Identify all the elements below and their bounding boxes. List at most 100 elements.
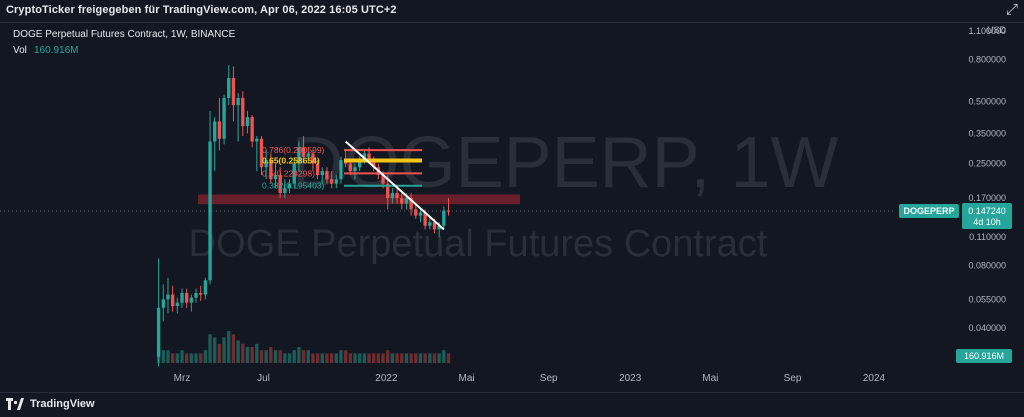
candle[interactable] (320, 167, 324, 184)
volume-bar (222, 337, 226, 363)
candle[interactable] (390, 188, 395, 204)
candle[interactable] (315, 160, 320, 180)
candle-body (320, 171, 324, 176)
top-bar: CryptoTicker freigegeben für TradingView… (0, 0, 1024, 23)
candle[interactable] (325, 167, 329, 184)
expand-icon[interactable]: ⤢ (1005, 1, 1018, 18)
candle[interactable] (287, 179, 292, 194)
volume-bar (161, 350, 165, 363)
volume-bar (241, 343, 245, 363)
candle[interactable] (255, 136, 259, 172)
candle[interactable] (213, 117, 217, 172)
candle-body (194, 293, 198, 298)
price-axis-tick: 0.800000 (968, 54, 1006, 64)
candle[interactable] (250, 114, 254, 148)
candle[interactable] (161, 284, 165, 322)
candle-body (180, 293, 184, 303)
candle-body (339, 160, 343, 180)
chart-canvas[interactable]: DOGEPERP, 1W DOGE Perpetual Futures Contr… (0, 23, 1024, 392)
candle[interactable] (269, 153, 273, 184)
candle[interactable] (414, 203, 418, 219)
candle-body (166, 294, 170, 300)
candle-body (315, 163, 320, 176)
volume-bar (255, 343, 259, 363)
candle[interactable] (446, 198, 451, 216)
volume-bar (437, 353, 441, 363)
candle[interactable] (222, 94, 226, 145)
candle[interactable] (264, 150, 268, 180)
candle[interactable] (409, 193, 413, 216)
candle[interactable] (400, 193, 404, 210)
candle[interactable] (353, 163, 357, 180)
volume-bar (278, 350, 282, 363)
candle[interactable] (236, 92, 240, 142)
candle-body (227, 77, 231, 98)
time-axis-tick: Sep (784, 373, 802, 384)
candle[interactable] (208, 110, 212, 285)
candle-body (353, 167, 357, 172)
volume-bar (250, 347, 254, 363)
candle-body (189, 297, 194, 303)
volume-bar (376, 353, 381, 363)
resistance-zone[interactable] (198, 194, 520, 205)
candle[interactable] (442, 206, 446, 230)
candle-body (306, 153, 310, 157)
price-axis-tick: 0.170000 (968, 193, 1006, 203)
tradingview-logo[interactable]: TradingView (6, 398, 95, 410)
candle[interactable] (311, 150, 315, 172)
candle[interactable] (339, 156, 343, 184)
candle[interactable] (217, 97, 222, 151)
candle[interactable] (203, 277, 208, 300)
volume-bar (329, 353, 334, 363)
candle[interactable] (259, 136, 264, 176)
candle-body (409, 198, 413, 210)
candle[interactable] (334, 175, 338, 189)
candle[interactable] (231, 66, 236, 122)
candle-body (329, 179, 334, 184)
volume-badge[interactable]: 160.916M (956, 349, 1012, 363)
candle-body (250, 117, 254, 142)
volume-bar (428, 353, 432, 363)
candle[interactable] (297, 141, 301, 172)
time-axis-tick: 2023 (619, 373, 642, 384)
candle[interactable] (278, 167, 282, 199)
legend-vol-value: 160.916M (34, 45, 78, 56)
candle-body (222, 97, 226, 139)
candle[interactable] (301, 136, 306, 164)
volume-bar (357, 353, 362, 363)
time-axis[interactable]: Mrz Jul 2022 Mai Sep 2023 Mai Sep 2024 (174, 373, 886, 384)
candle[interactable] (199, 285, 203, 301)
volume-bar (446, 353, 451, 363)
candle[interactable] (175, 297, 180, 314)
candle[interactable] (418, 209, 423, 223)
symbol-badge[interactable]: DOGEPERP (899, 204, 959, 219)
candle-body (213, 121, 217, 142)
candle[interactable] (306, 147, 310, 164)
candle[interactable] (184, 288, 189, 308)
candle[interactable] (194, 288, 198, 303)
candle[interactable] (189, 294, 194, 312)
candle[interactable] (292, 160, 296, 189)
chart-legend[interactable]: DOGE Perpetual Futures Contract, 1W, BIN… (13, 29, 236, 56)
candle[interactable] (329, 171, 334, 189)
candle[interactable] (180, 288, 184, 308)
candle[interactable] (170, 285, 175, 312)
fib-level-label: 0.786(0.290599) (262, 145, 325, 155)
candle[interactable] (283, 179, 287, 199)
candle-body (273, 175, 278, 180)
candle[interactable] (245, 110, 250, 134)
candle[interactable] (273, 163, 278, 189)
candle[interactable] (227, 65, 231, 106)
candle[interactable] (395, 188, 399, 204)
candle[interactable] (166, 277, 170, 314)
volume-bar (367, 353, 371, 363)
candle[interactable] (156, 258, 161, 367)
downtrend-line[interactable] (344, 140, 445, 231)
volume-bar (381, 353, 385, 363)
candle[interactable] (241, 91, 245, 137)
price-axis-tick: 0.350000 (968, 128, 1006, 138)
candle[interactable] (386, 175, 390, 210)
